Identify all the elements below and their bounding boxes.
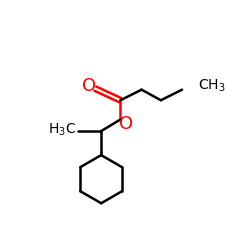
- Text: H$_3$C: H$_3$C: [48, 122, 76, 138]
- Text: O: O: [82, 77, 96, 95]
- Text: CH$_3$: CH$_3$: [198, 78, 226, 94]
- Text: O: O: [119, 115, 133, 133]
